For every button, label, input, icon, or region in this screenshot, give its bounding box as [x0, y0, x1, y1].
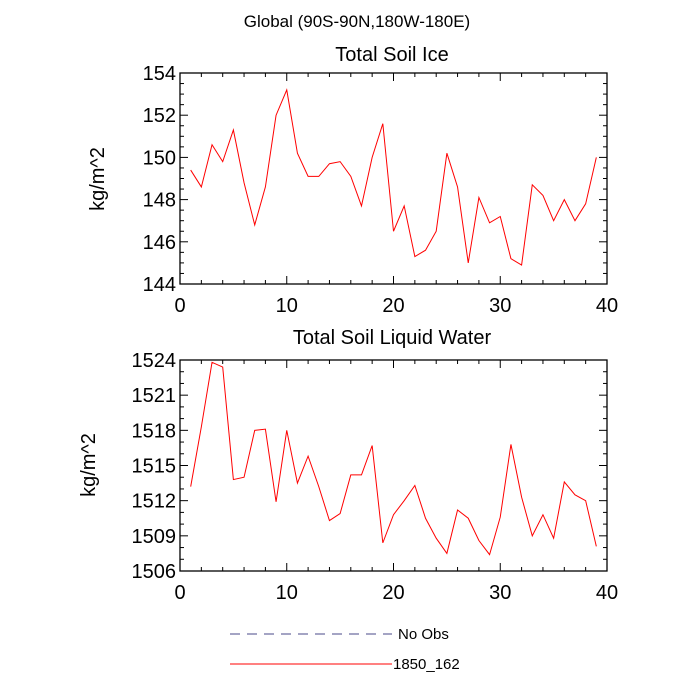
figure-suptitle: Global (90S-90N,180W-180E): [244, 12, 470, 31]
legend-label-no-obs: No Obs: [398, 626, 449, 643]
x-tick-label: 0: [174, 582, 185, 604]
x-tick-label: 0: [174, 295, 185, 317]
y-tick-label: 1506: [132, 561, 177, 583]
panel-title: Total Soil Liquid Water: [293, 327, 492, 349]
panel-total-soil-liquid-water: Total Soil Liquid Water kg/m^2 0 10 20 30 40…: [78, 327, 618, 604]
y-tick-label: 146: [143, 232, 176, 254]
y-tick-label: 1524: [132, 350, 177, 372]
series-line-1850-162: [190, 88, 597, 266]
legend-entry-no-obs: No Obs: [230, 626, 449, 643]
x-tick-label: 20: [382, 295, 404, 317]
panel-total-soil-ice: Total Soil Ice kg/m^2 0 10 20 30 40 144 146 148…: [87, 44, 618, 317]
x-tick-label: 30: [489, 582, 511, 604]
y-tick-label: 1512: [132, 491, 177, 513]
x-tick-label: 30: [489, 295, 511, 317]
legend: No Obs 1850_162: [230, 626, 460, 673]
x-tick-label: 40: [596, 295, 618, 317]
y-axis-label: kg/m^2: [87, 147, 109, 211]
series-lines: [190, 88, 597, 266]
plot-frame: [179, 359, 608, 572]
y-tick-label: 1515: [132, 456, 177, 478]
panel-title: Total Soil Ice: [335, 44, 448, 66]
plot-frame: [179, 72, 608, 285]
y-tick-label: 150: [143, 147, 176, 169]
axis-ticks: 0 10 20 30 40 144 146 148 150 152 154: [143, 63, 619, 317]
y-tick-label: 144: [143, 274, 176, 296]
x-tick-label: 20: [382, 582, 404, 604]
legend-label-1850-162: 1850_162: [393, 656, 460, 673]
y-tick-label: 1509: [132, 526, 177, 548]
y-tick-label: 1518: [132, 420, 177, 442]
x-tick-label: 40: [596, 582, 618, 604]
y-tick-label: 152: [143, 105, 176, 127]
legend-entry-1850-162: 1850_162: [230, 656, 460, 673]
series-line-1850-162: [190, 361, 597, 556]
y-axis-label: kg/m^2: [78, 433, 100, 497]
y-tick-label: 148: [143, 190, 176, 212]
series-lines: [190, 361, 597, 556]
x-tick-label: 10: [276, 295, 298, 317]
y-tick-label: 154: [143, 63, 176, 85]
axis-ticks: 0 10 20 30 40 1506 1509 1512 1515 1518 1521 1524: [132, 350, 619, 604]
x-tick-label: 10: [276, 582, 298, 604]
y-tick-label: 1521: [132, 385, 177, 407]
